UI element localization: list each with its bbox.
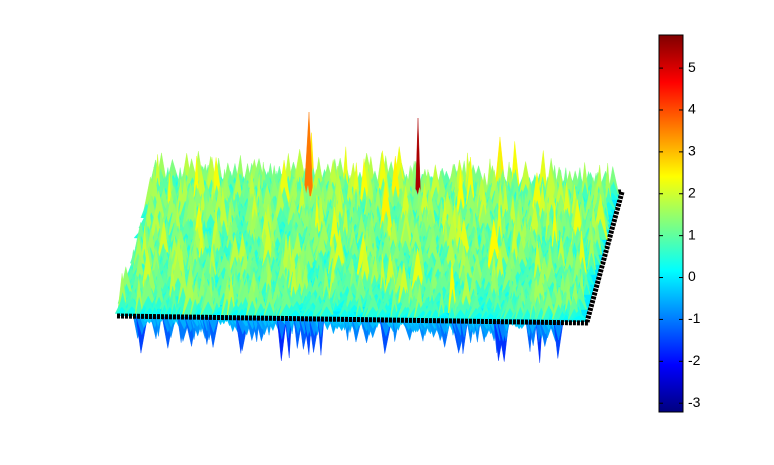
surface <box>114 111 625 363</box>
colorbar-tick-label: 1 <box>688 226 696 242</box>
colorbar-tick-label: -1 <box>688 310 701 326</box>
colorbar-tick-label: -3 <box>688 394 701 410</box>
colorbar: -3 -2 -1 0 1 2 3 4 5 <box>658 34 701 413</box>
colorbar-tick-label: 4 <box>688 101 696 117</box>
colorbar-tick-label: 5 <box>688 59 696 75</box>
colorbar-tick-label: 3 <box>688 143 696 159</box>
colorbar-tick-label: 0 <box>688 268 696 284</box>
colorbar-tick-label: -2 <box>688 352 701 368</box>
colorbar-tick-label: 2 <box>688 184 696 200</box>
surface-edge <box>584 191 625 323</box>
colorbar-fill <box>658 34 684 413</box>
